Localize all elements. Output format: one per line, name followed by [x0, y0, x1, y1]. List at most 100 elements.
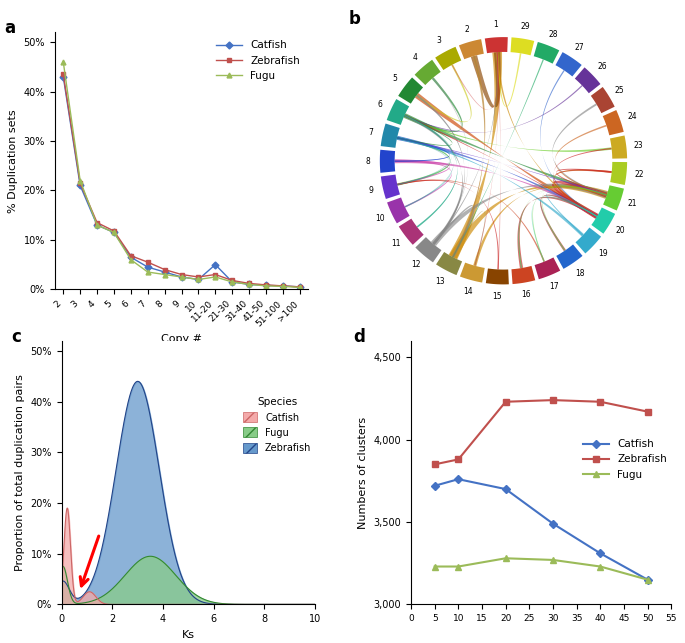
Fugu — [549, 556, 557, 564]
Polygon shape — [416, 64, 471, 122]
Polygon shape — [404, 115, 462, 244]
Polygon shape — [398, 77, 423, 104]
Text: 26: 26 — [597, 62, 607, 71]
Catfish — [228, 278, 236, 285]
Text: 27: 27 — [575, 43, 584, 52]
Polygon shape — [575, 228, 601, 253]
Y-axis label: Numbers of clusters: Numbers of clusters — [358, 417, 368, 529]
Polygon shape — [432, 78, 469, 244]
Text: 17: 17 — [549, 282, 559, 291]
Text: 3: 3 — [437, 37, 442, 46]
Polygon shape — [404, 77, 462, 132]
Polygon shape — [517, 197, 598, 268]
Polygon shape — [459, 39, 484, 59]
Polygon shape — [556, 52, 582, 77]
Polygon shape — [404, 115, 458, 228]
Zebrafish — [160, 266, 169, 273]
Text: 23: 23 — [634, 141, 643, 150]
Polygon shape — [451, 55, 485, 258]
Polygon shape — [395, 137, 450, 162]
Polygon shape — [556, 244, 582, 269]
Fugu — [643, 576, 651, 584]
Polygon shape — [404, 115, 454, 208]
Text: 4: 4 — [412, 53, 417, 62]
Polygon shape — [575, 68, 601, 93]
Polygon shape — [435, 47, 461, 70]
Text: 28: 28 — [549, 30, 558, 39]
Fugu — [262, 282, 270, 290]
X-axis label: Ks: Ks — [182, 629, 195, 640]
Polygon shape — [460, 262, 485, 282]
Polygon shape — [404, 85, 583, 132]
Polygon shape — [395, 159, 598, 218]
Catfish — [160, 268, 169, 276]
Legend: Catfish, Zebrafish, Fugu: Catfish, Zebrafish, Fugu — [212, 37, 303, 84]
Polygon shape — [381, 175, 400, 199]
Text: 20: 20 — [616, 226, 625, 235]
Zebrafish — [228, 276, 236, 284]
Polygon shape — [540, 70, 597, 217]
Zebrafish — [211, 271, 219, 278]
Zebrafish — [454, 456, 462, 464]
Fugu — [501, 554, 510, 562]
Polygon shape — [532, 186, 607, 262]
Catfish — [59, 73, 67, 80]
Text: 16: 16 — [521, 291, 531, 300]
Text: 14: 14 — [463, 287, 473, 296]
Text: c: c — [11, 328, 21, 345]
X-axis label: Copy #: Copy # — [161, 334, 202, 343]
Polygon shape — [497, 52, 501, 269]
Catfish — [279, 282, 287, 290]
Polygon shape — [534, 42, 559, 64]
Zebrafish — [296, 283, 304, 291]
Polygon shape — [452, 56, 485, 257]
Fugu — [596, 563, 604, 570]
Fugu — [127, 256, 135, 264]
Text: 22: 22 — [634, 170, 643, 179]
Polygon shape — [452, 59, 544, 257]
Fugu — [245, 280, 253, 288]
Text: 21: 21 — [628, 199, 637, 208]
Fugu — [110, 229, 118, 237]
Polygon shape — [518, 197, 597, 268]
Polygon shape — [416, 95, 464, 244]
Polygon shape — [486, 268, 509, 284]
Polygon shape — [610, 136, 627, 159]
Catfish — [110, 229, 118, 237]
Text: b: b — [349, 10, 361, 28]
Text: 11: 11 — [391, 239, 400, 248]
Zebrafish — [279, 282, 287, 290]
Polygon shape — [540, 195, 597, 251]
Polygon shape — [449, 184, 608, 259]
Polygon shape — [512, 266, 535, 284]
Polygon shape — [552, 181, 608, 219]
Y-axis label: % Duplication sets: % Duplication sets — [8, 109, 18, 213]
Catfish — [643, 576, 651, 584]
Text: 10: 10 — [375, 214, 385, 223]
Polygon shape — [553, 148, 612, 217]
Polygon shape — [432, 205, 475, 258]
Text: 13: 13 — [436, 276, 445, 285]
Zebrafish — [501, 398, 510, 406]
Polygon shape — [397, 136, 450, 186]
Catfish — [454, 475, 462, 483]
Zebrafish — [245, 280, 253, 287]
Text: 25: 25 — [615, 86, 625, 95]
Zebrafish — [76, 179, 84, 187]
Polygon shape — [397, 180, 499, 269]
Polygon shape — [387, 99, 409, 125]
Catfish — [262, 282, 270, 289]
Polygon shape — [404, 114, 458, 228]
Text: 15: 15 — [492, 292, 501, 301]
Polygon shape — [452, 211, 486, 266]
Line: Zebrafish: Zebrafish — [61, 72, 302, 289]
Zebrafish — [643, 408, 651, 415]
Polygon shape — [603, 110, 624, 135]
Polygon shape — [553, 170, 612, 217]
Text: d: d — [353, 328, 366, 345]
Fugu — [431, 563, 439, 570]
Text: 9: 9 — [369, 186, 373, 195]
Polygon shape — [404, 114, 597, 217]
Catfish — [245, 280, 253, 288]
Polygon shape — [473, 186, 607, 266]
